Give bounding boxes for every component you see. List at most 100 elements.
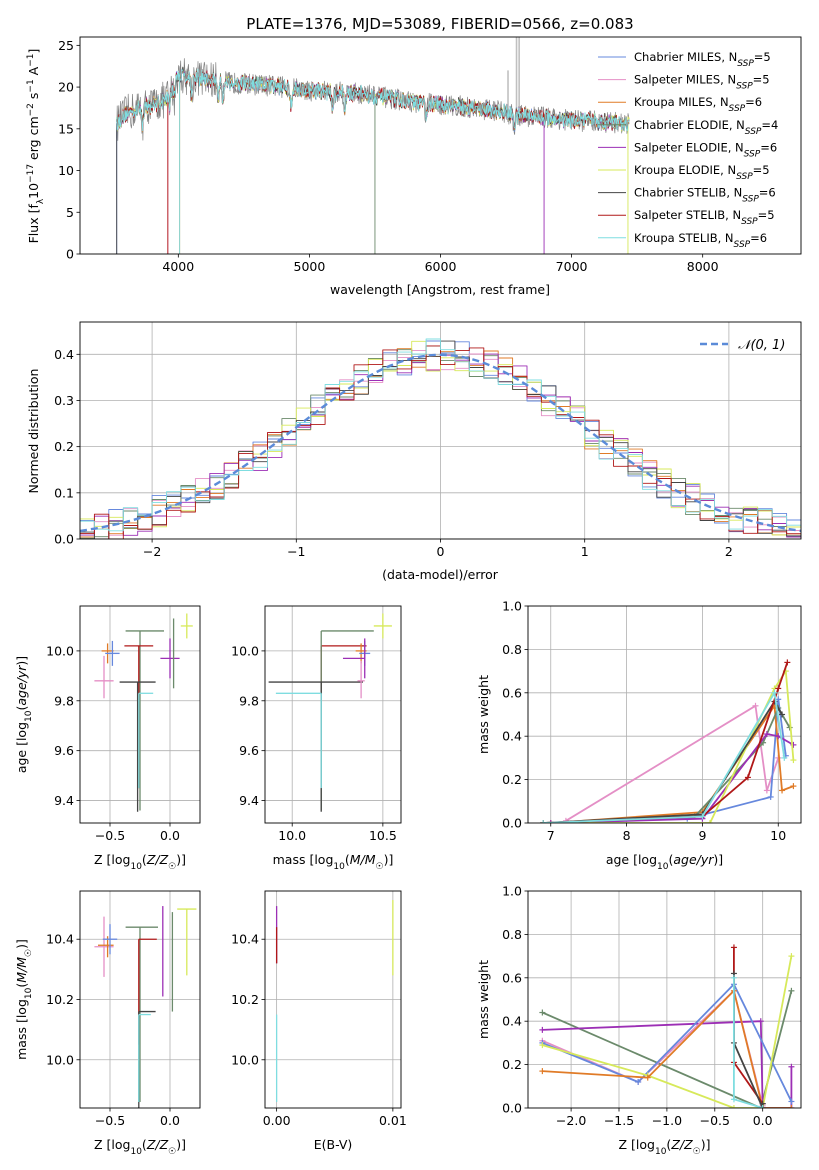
- label-part: =5: [753, 73, 770, 87]
- legend-label: Salpeter ELODIE, NSSP=6: [634, 140, 777, 159]
- y-tick-label: 10: [58, 163, 74, 178]
- axes-frame: [264, 605, 402, 824]
- residual-histogram: [80, 338, 801, 532]
- x-tick-label: 8000: [687, 259, 719, 274]
- label-part: =4: [761, 118, 778, 132]
- y-tick-label: 0.4: [502, 729, 522, 744]
- label-part: Salpeter ELODIE, N: [634, 140, 744, 154]
- label-part: 10: [130, 1147, 142, 1157]
- legend-label: Kroupa MILES, NSSP=6: [634, 95, 762, 114]
- y-tick-label: 0.6: [502, 970, 522, 985]
- spectrum-axes: 4000 5000 6000 7000 8000 0 5 10 15 20 25 PLATE=1376…: [26, 15, 802, 297]
- y-tick-label: 10.4: [231, 932, 259, 947]
- plot-area: [528, 606, 801, 823]
- label-part: =6: [750, 231, 767, 245]
- label-part: SSP: [741, 217, 758, 227]
- axes-frame: [527, 890, 802, 1109]
- x-axis-label: Z [log10(Z/Z☉)]: [94, 1137, 186, 1157]
- weight-line: [543, 700, 783, 823]
- x-tick-label: −2: [143, 544, 161, 559]
- y-tick-label: 0.0: [54, 532, 74, 547]
- label-part: =5: [754, 50, 771, 64]
- label-part: SSP: [729, 104, 746, 114]
- label-part: Kroupa STELIB, N: [634, 231, 734, 245]
- weight-line: [542, 1020, 793, 1108]
- y-tick-label: 10.0: [231, 643, 259, 658]
- y-tick-label: 0.4: [54, 347, 74, 362]
- legend-label: Chabrier MILES, NSSP=5: [634, 50, 771, 69]
- plot-area: [116, 37, 630, 254]
- ticks: −0.5 0.0 9.4 9.6 9.8 10.0: [46, 643, 180, 843]
- label-part: (: [14, 706, 29, 711]
- x-tick-label: 2: [725, 544, 733, 559]
- label-part: =6: [759, 186, 776, 200]
- x-tick-label: 1: [581, 544, 589, 559]
- age_vs_mass-axes: 10.0 10.5 9.4 9.6 9.8 10.0 mass [log10(M/M☉)]: [231, 605, 402, 872]
- y-tick-label: 20: [58, 80, 74, 95]
- label-part: 10: [24, 987, 34, 999]
- x-tick-label: 7000: [556, 259, 588, 274]
- y-tick-label: 0: [66, 247, 74, 262]
- mass_vs_Z-axes: −0.5 0.010.010.210.4Z [log10(Z/Z☉)]mass […: [14, 890, 201, 1157]
- x-axis-label: age [log10(age/yr)]: [606, 852, 723, 872]
- label-part: =5: [753, 163, 770, 177]
- y-tick-label: 0.2: [502, 772, 522, 787]
- label-part: )]: [14, 656, 29, 666]
- plot-area: [80, 606, 200, 823]
- label-part: age [log: [606, 852, 657, 867]
- label-part: SSP: [736, 172, 753, 182]
- axes-frame: [264, 890, 402, 1109]
- weight_vs_Z-axes: −2.0 −1.5 −1.0 −0.5 0.0 0.0 0.2 0.4 0.6 0.8 1.0 Z […: [476, 884, 802, 1157]
- y-tick-label: 10.4: [46, 932, 74, 947]
- weight-line: [542, 990, 793, 1108]
- x-tick-label: 10.0: [278, 828, 306, 843]
- label-part: Flux [f: [26, 204, 41, 244]
- legend-label: Chabrier STELIB, NSSP=6: [634, 186, 776, 205]
- label-part: (: [14, 983, 29, 988]
- label-part: ☉: [168, 862, 176, 872]
- label-part: )]: [701, 1137, 711, 1152]
- label-part: ☉: [376, 862, 384, 872]
- weight-line: [550, 733, 794, 823]
- legend-label: Kroupa STELIB, NSSP=6: [634, 231, 767, 250]
- label-part: (: [142, 1137, 147, 1152]
- label-part: E(B-V): [314, 1137, 353, 1152]
- label-part: s: [26, 93, 41, 104]
- y-tick-label: 25: [58, 38, 74, 53]
- plot-area: [528, 891, 801, 1108]
- label-part: λ: [36, 198, 46, 204]
- y-tick-label: 0.8: [502, 927, 522, 942]
- label-part: Z/Z: [146, 1137, 169, 1152]
- label-part: Z/Z: [670, 1137, 693, 1152]
- residual-axes: −2 −1 0 1 2 0.0 0.1 0.2 0.3 0.4 (data-model)/error…: [26, 321, 802, 582]
- x-tick-label: 9: [698, 828, 706, 843]
- label-part: M/M: [14, 957, 29, 983]
- label-part: =6: [745, 95, 762, 109]
- label-part: Z [log: [94, 1137, 130, 1152]
- y-tick-label: 9.8: [54, 693, 74, 708]
- y-tick-label: 1.0: [502, 884, 522, 899]
- ticks: −0.5 0.0 10.0 10.2 10.4: [46, 932, 180, 1128]
- label-part: A: [26, 66, 41, 79]
- label-part: Chabrier STELIB, N: [634, 186, 742, 200]
- label-part: )]: [384, 852, 394, 867]
- label-part: Chabrier MILES, N: [634, 50, 737, 64]
- label-part: SSP: [737, 59, 754, 69]
- gaussian-curve: [80, 353, 801, 533]
- weight-line: [733, 947, 764, 1108]
- x-tick-label: 0.0: [753, 1113, 773, 1128]
- plot-area: [80, 322, 801, 539]
- legend-label: Kroupa ELODIE, NSSP=5: [634, 163, 770, 182]
- legend-label: Salpeter STELIB, NSSP=5: [634, 208, 775, 227]
- ticks: 0.00 0.01 10.0 10.2 10.4: [231, 932, 407, 1128]
- label-part: −2: [26, 103, 36, 116]
- y-tick-label: 10.0: [46, 643, 74, 658]
- x-tick-label: −1.5: [604, 1113, 634, 1128]
- label-part: Z [log: [619, 1137, 655, 1152]
- label-part: (: [668, 852, 673, 867]
- y-tick-label: 0.0: [502, 816, 522, 831]
- chart-title: PLATE=1376, MJD=53089, FIBERID=0566, z=0…: [246, 15, 633, 33]
- y-tick-label: 10.2: [46, 992, 74, 1007]
